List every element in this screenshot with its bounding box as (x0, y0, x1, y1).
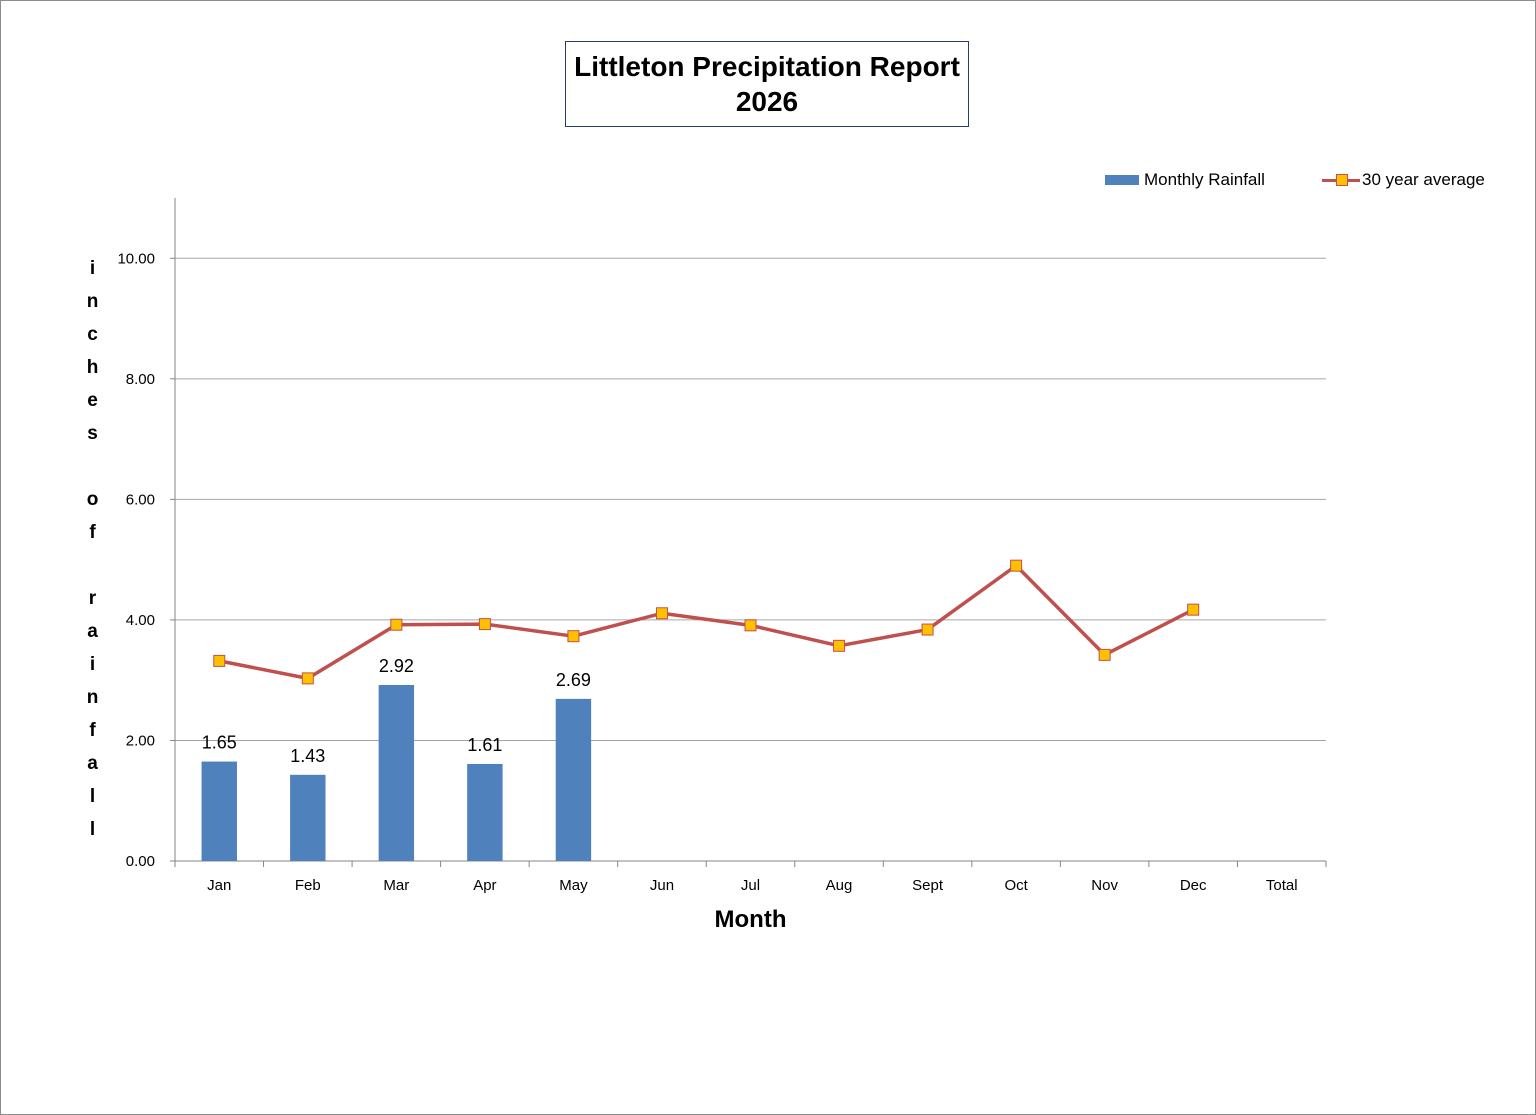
x-tick-label: Apr (473, 877, 496, 894)
legend-item-30-year-average: 30 year average (1322, 170, 1485, 190)
legend-label-30-year-average: 30 year average (1362, 170, 1485, 189)
rainfall-bar (378, 685, 415, 861)
average-marker (1010, 559, 1023, 572)
x-tick-label: Mar (383, 877, 409, 894)
y-tick-label: 6.00 (126, 491, 155, 508)
x-axis-label: Month (715, 906, 787, 933)
average-marker (744, 619, 757, 632)
chart-title-line-1: Littleton Precipitation Report (574, 51, 960, 82)
average-marker (390, 618, 403, 631)
average-marker (833, 639, 846, 652)
y-tick-label: 4.00 (126, 612, 155, 629)
x-tick-label: Sept (912, 877, 944, 894)
bar-data-label: 2.92 (379, 656, 414, 676)
average-marker (1098, 648, 1111, 661)
average-marker (921, 623, 934, 636)
legend-label-monthly-rainfall: Monthly Rainfall (1144, 170, 1265, 189)
x-tick-label: Total (1266, 877, 1298, 894)
y-tick-label: 10.00 (117, 250, 155, 267)
y-tick-label: 8.00 (126, 371, 155, 388)
average-marker (655, 607, 668, 620)
legend-bar-swatch (1105, 175, 1139, 185)
rainfall-bar (290, 774, 326, 861)
average-marker (1187, 603, 1200, 616)
x-tick-label: Dec (1180, 877, 1207, 894)
y-tick-label: 2.00 (126, 732, 155, 749)
average-marker (213, 654, 226, 667)
rainfall-bar (201, 761, 237, 861)
chart-title-line-2: 2026 (735, 86, 799, 117)
x-tick-label: Oct (1004, 877, 1028, 894)
x-tick-label: Jan (207, 877, 231, 894)
rainfall-bar (467, 763, 503, 861)
x-tick-label: Aug (826, 877, 853, 894)
x-tick-label: Jul (741, 877, 760, 894)
y-axis-label: inches of rainfall (82, 258, 103, 852)
rainfall-bar (555, 698, 592, 861)
x-tick-label: Nov (1091, 877, 1118, 894)
legend-item-monthly-rainfall: Monthly Rainfall (1105, 170, 1265, 190)
average-line (218, 563, 1194, 681)
bar-data-label: 2.69 (556, 670, 591, 690)
average-marker (567, 630, 580, 643)
bar-data-label: 1.61 (467, 735, 502, 755)
x-tick-label: Jun (650, 877, 674, 894)
average-marker (478, 618, 491, 631)
x-tick-label: May (559, 877, 588, 894)
average-marker (301, 672, 314, 685)
y-tick-label: 0.00 (126, 853, 155, 870)
bar-data-label: 1.65 (202, 733, 237, 753)
bar-data-label: 1.43 (290, 746, 325, 766)
x-tick-label: Feb (295, 877, 321, 894)
legend-line-swatch (1322, 170, 1360, 190)
chart-title: Littleton Precipitation Report 2026 (565, 41, 969, 127)
